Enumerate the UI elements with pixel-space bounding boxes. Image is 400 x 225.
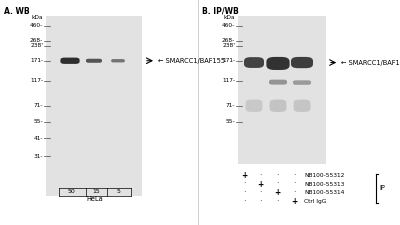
Text: ·: · bbox=[276, 171, 278, 180]
Text: 55-: 55- bbox=[34, 119, 43, 124]
Text: NB100-55314: NB100-55314 bbox=[304, 190, 344, 195]
Text: 238': 238' bbox=[222, 43, 235, 48]
Text: 41-: 41- bbox=[34, 136, 43, 141]
Text: 31-: 31- bbox=[34, 154, 43, 159]
Text: A. WB: A. WB bbox=[4, 7, 30, 16]
Text: ·: · bbox=[259, 197, 261, 206]
Text: NB100-55313: NB100-55313 bbox=[304, 182, 344, 187]
Text: 71-: 71- bbox=[226, 103, 235, 108]
Text: 71-: 71- bbox=[34, 103, 43, 108]
Text: 460-: 460- bbox=[30, 23, 43, 28]
Text: ← SMARCC1/BAF155: ← SMARCC1/BAF155 bbox=[158, 58, 225, 64]
Text: ·: · bbox=[259, 171, 261, 180]
Text: +: + bbox=[274, 188, 280, 197]
Text: 171-: 171- bbox=[30, 58, 43, 63]
Text: ·: · bbox=[243, 180, 245, 189]
Text: ·: · bbox=[243, 188, 245, 197]
Text: Ctrl IgG: Ctrl IgG bbox=[304, 199, 326, 204]
Text: kDa: kDa bbox=[32, 15, 43, 20]
Bar bbox=[46, 16, 142, 196]
FancyBboxPatch shape bbox=[294, 99, 310, 112]
FancyBboxPatch shape bbox=[266, 57, 290, 70]
Text: +: + bbox=[257, 180, 263, 189]
Text: 171-: 171- bbox=[222, 58, 235, 63]
Text: kDa: kDa bbox=[224, 15, 235, 20]
Text: 117-: 117- bbox=[30, 79, 43, 83]
Text: 55-: 55- bbox=[226, 119, 235, 124]
FancyBboxPatch shape bbox=[291, 57, 313, 68]
Text: ·: · bbox=[259, 188, 261, 197]
Text: ·: · bbox=[293, 180, 296, 189]
FancyBboxPatch shape bbox=[270, 99, 286, 112]
FancyBboxPatch shape bbox=[60, 58, 80, 64]
Text: 50: 50 bbox=[67, 189, 75, 194]
Text: 5: 5 bbox=[117, 189, 121, 194]
Text: ·: · bbox=[276, 180, 278, 189]
Text: 268-: 268- bbox=[30, 38, 43, 43]
FancyBboxPatch shape bbox=[86, 59, 102, 63]
Text: ·: · bbox=[293, 171, 296, 180]
Text: ·: · bbox=[293, 188, 296, 197]
Text: ← SMARCC1/BAF155: ← SMARCC1/BAF155 bbox=[341, 60, 400, 65]
Text: 238': 238' bbox=[30, 43, 43, 48]
Text: NB100-55312: NB100-55312 bbox=[304, 173, 344, 178]
FancyBboxPatch shape bbox=[269, 80, 287, 85]
Text: 460-: 460- bbox=[222, 23, 235, 28]
Text: 15: 15 bbox=[92, 189, 100, 194]
Text: ·: · bbox=[276, 197, 278, 206]
Text: HeLa: HeLa bbox=[87, 196, 104, 202]
Text: 117-: 117- bbox=[222, 79, 235, 83]
Bar bbox=[238, 16, 326, 164]
Text: 268-: 268- bbox=[222, 38, 235, 43]
Text: IP: IP bbox=[379, 185, 385, 191]
FancyBboxPatch shape bbox=[293, 80, 311, 85]
Text: +: + bbox=[241, 171, 247, 180]
Text: B. IP/WB: B. IP/WB bbox=[202, 7, 239, 16]
FancyBboxPatch shape bbox=[244, 57, 264, 68]
FancyBboxPatch shape bbox=[246, 99, 262, 112]
FancyBboxPatch shape bbox=[111, 59, 125, 62]
Text: ·: · bbox=[243, 197, 245, 206]
Text: +: + bbox=[291, 197, 298, 206]
